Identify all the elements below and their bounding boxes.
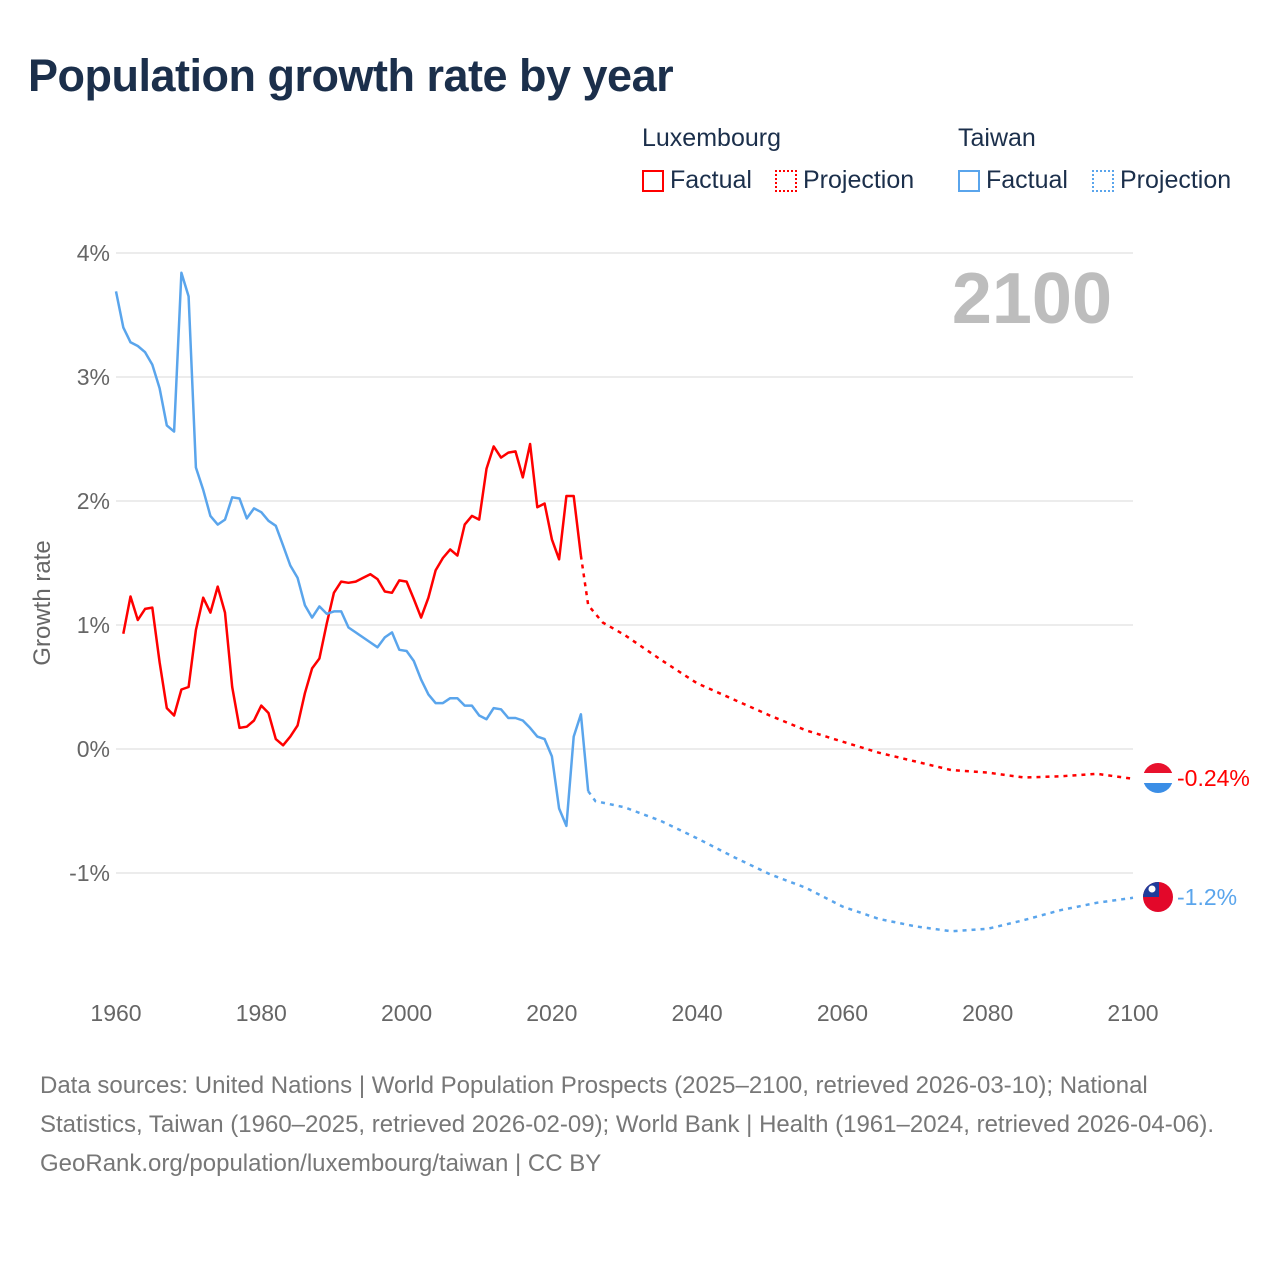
credit-link[interactable]: GeoRank.org/population/luxembourg/taiwan… (40, 1150, 602, 1177)
luxembourg-flag-icon (1143, 763, 1173, 793)
x-tick-label: 2100 (1107, 1000, 1158, 1026)
y-tick-label: 3% (77, 364, 110, 390)
y-axis-label: Growth rate (29, 540, 56, 665)
legend-swatch-solid (642, 169, 664, 192)
legend-swatch-dotted (775, 169, 797, 192)
data-sources: Data sources: United Nations | World Pop… (40, 1072, 1215, 1138)
legend-label: Projection (803, 166, 915, 194)
y-tick-label: 2% (77, 488, 110, 514)
y-tick-label: 4% (77, 240, 110, 266)
taiwan-end-label: -1.2% (1177, 884, 1237, 910)
luxembourg-end-label: -0.24% (1177, 765, 1250, 791)
legend-luxembourg-projection[interactable]: Projection (775, 166, 914, 195)
x-tick-label: 2020 (526, 1000, 577, 1026)
y-tick-label: -1% (69, 860, 110, 886)
luxembourg-factual-line (122, 442, 583, 747)
x-tick-label: 2060 (817, 1000, 868, 1026)
x-tick-label: 1960 (90, 1000, 141, 1026)
x-tick-label: 2000 (381, 1000, 432, 1026)
legend-country-luxembourg: Luxembourg (642, 124, 781, 152)
y-tick-label: 0% (77, 736, 110, 762)
legend-taiwan-projection[interactable]: Projection (1092, 166, 1231, 195)
year-watermark: 2100 (952, 259, 1112, 339)
legend-luxembourg-factual[interactable]: Factual (642, 166, 752, 195)
chart-title: Population growth rate by year (28, 50, 674, 101)
legend-label: Projection (1120, 166, 1232, 194)
legend-taiwan-factual[interactable]: Factual (958, 166, 1068, 195)
taiwan-projection-line (587, 790, 1134, 933)
legend-swatch-dotted (1092, 169, 1114, 192)
legend-label: Factual (986, 166, 1068, 194)
y-tick-label: 1% (77, 612, 110, 638)
line-chart: 4% 3% 2% 1% 0% -1% 1960 1980 2000 2020 2040 2060 208… (29, 240, 1250, 1026)
legend-label: Factual (670, 166, 752, 194)
x-tick-label: 2080 (962, 1000, 1013, 1026)
taiwan-factual-line (114, 271, 590, 828)
legend-country-taiwan: Taiwan (958, 124, 1036, 152)
legend-swatch-solid (958, 169, 980, 192)
x-tick-label: 1980 (236, 1000, 287, 1026)
footer: Data sources: United Nations | World Pop… (40, 1066, 1250, 1183)
x-tick-label: 2040 (672, 1000, 723, 1026)
taiwan-flag-icon (1143, 882, 1173, 912)
luxembourg-projection-line (579, 555, 1134, 781)
